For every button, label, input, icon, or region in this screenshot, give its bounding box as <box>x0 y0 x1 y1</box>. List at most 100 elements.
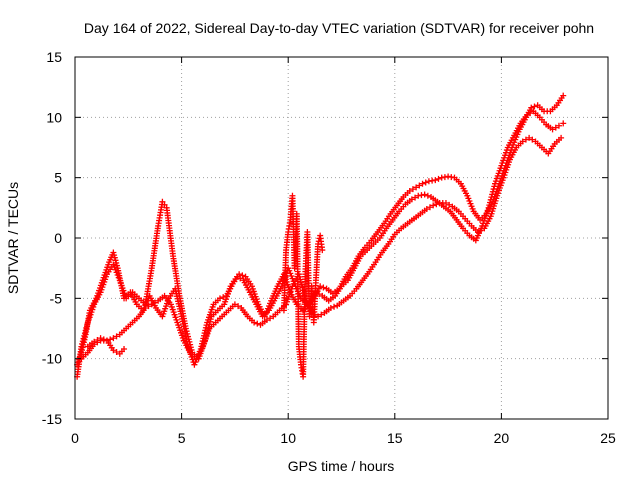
data-point-track-c <box>331 303 338 310</box>
data-point-track-b <box>416 182 423 189</box>
data-point-track-c <box>474 228 481 235</box>
data-point-track-b <box>79 338 86 345</box>
data-point-track-b <box>413 184 420 191</box>
data-point-track-c <box>107 336 114 343</box>
x-tick-label: 20 <box>494 430 510 446</box>
y-tick-label: 10 <box>46 109 62 125</box>
data-point-track-b <box>183 328 190 335</box>
data-point-track-c <box>298 281 305 288</box>
data-point-track-d <box>94 336 101 343</box>
x-tick-labels: 0 5 10 15 20 25 <box>71 430 616 446</box>
data-point-track-c <box>442 200 449 207</box>
data-point-track-a <box>412 194 419 201</box>
data-point-track-c <box>446 201 453 208</box>
y-tick-label: 15 <box>46 49 62 65</box>
data-points <box>74 92 567 380</box>
data-point-track-b <box>186 338 193 345</box>
data-point-track-b <box>422 179 429 186</box>
data-point-track-b <box>182 325 189 332</box>
data-point-track-c <box>522 136 529 143</box>
y-axis-label: SDTVAR / TECUs <box>5 182 21 294</box>
data-point-track-a <box>552 124 559 131</box>
data-point-track-e <box>319 247 326 254</box>
data-point-track-c <box>318 311 325 318</box>
data-point-track-c <box>526 134 533 141</box>
data-point-track-a <box>408 196 415 203</box>
data-point-track-c <box>558 134 565 141</box>
data-point-track-c <box>254 320 261 327</box>
data-point-track-c <box>148 301 155 308</box>
x-tick-label: 10 <box>280 430 296 446</box>
data-point-track-b <box>528 104 535 111</box>
data-point-track-c <box>327 304 334 311</box>
y-tick-label: 5 <box>54 170 62 186</box>
data-point-track-b <box>560 92 567 99</box>
x-tick-label: 0 <box>71 430 79 446</box>
data-point-track-b <box>81 330 88 337</box>
data-point-track-c <box>263 317 270 324</box>
data-point-track-d <box>110 347 117 354</box>
data-point-track-c <box>478 227 485 234</box>
data-point-track-b <box>432 177 439 184</box>
data-point-track-b <box>81 332 88 339</box>
data-point-track-c <box>529 136 536 143</box>
data-point-track-b <box>185 336 192 343</box>
y-tick-labels: -15 -10 -5 0 5 10 15 <box>42 49 62 427</box>
data-point-track-c <box>235 303 242 310</box>
data-point-track-b <box>79 340 86 347</box>
data-point-track-b <box>207 316 214 323</box>
data-point-track-b <box>82 327 89 334</box>
data-point-track-c <box>423 206 430 213</box>
data-point-track-b <box>419 180 426 187</box>
data-point-track-c <box>142 304 149 311</box>
data-point-track-c <box>300 289 307 296</box>
data-point-track-a <box>216 295 223 302</box>
data-point-track-a <box>239 272 246 279</box>
data-point-track-a <box>421 191 428 198</box>
data-point-track-b <box>161 201 168 208</box>
data-point-track-c <box>110 335 117 342</box>
data-point-track-c <box>430 202 437 209</box>
x-tick-label: 5 <box>178 430 186 446</box>
chart-title: Day 164 of 2022, Sidereal Day-to-day VTE… <box>84 20 594 36</box>
y-tick-label: 0 <box>54 230 62 246</box>
data-point-track-c <box>315 313 322 320</box>
data-point-track-c <box>231 301 238 308</box>
data-point-track-d <box>100 336 107 343</box>
data-point-track-b <box>409 186 416 193</box>
x-tick-label: 15 <box>387 430 403 446</box>
data-point-track-c <box>145 303 152 310</box>
x-tick-label: 25 <box>600 430 616 446</box>
data-point-track-c <box>267 315 274 322</box>
data-point-track-a <box>555 122 562 129</box>
data-point-track-d <box>91 338 98 345</box>
data-point-track-b <box>78 343 85 350</box>
data-point-track-b <box>159 198 166 205</box>
data-point-track-b <box>234 273 241 280</box>
data-point-track-c <box>426 204 433 211</box>
data-point-track-b <box>84 322 91 329</box>
data-point-track-b <box>531 103 538 110</box>
data-point-track-a <box>549 126 556 133</box>
data-point-track-b <box>317 283 324 290</box>
data-point-track-b <box>187 341 194 348</box>
data-point-track-b <box>406 187 413 194</box>
data-point-track-b <box>207 318 214 325</box>
data-point-track-d <box>121 346 128 353</box>
y-tick-label: -15 <box>42 411 62 427</box>
data-point-track-c <box>519 138 526 145</box>
data-point-track-c <box>433 201 440 208</box>
data-point-track-b <box>184 333 191 340</box>
data-point-track-a <box>560 120 567 127</box>
data-point-track-b <box>80 335 87 342</box>
data-point-track-c <box>113 333 120 340</box>
x-axis-label: GPS time / hours <box>288 458 395 474</box>
axis-ticks <box>74 56 609 420</box>
data-point-track-b <box>184 330 191 337</box>
data-point-track-b <box>83 324 90 331</box>
data-point-track-d <box>113 349 120 356</box>
y-tick-label: -5 <box>50 290 63 306</box>
data-point-track-d <box>97 335 104 342</box>
